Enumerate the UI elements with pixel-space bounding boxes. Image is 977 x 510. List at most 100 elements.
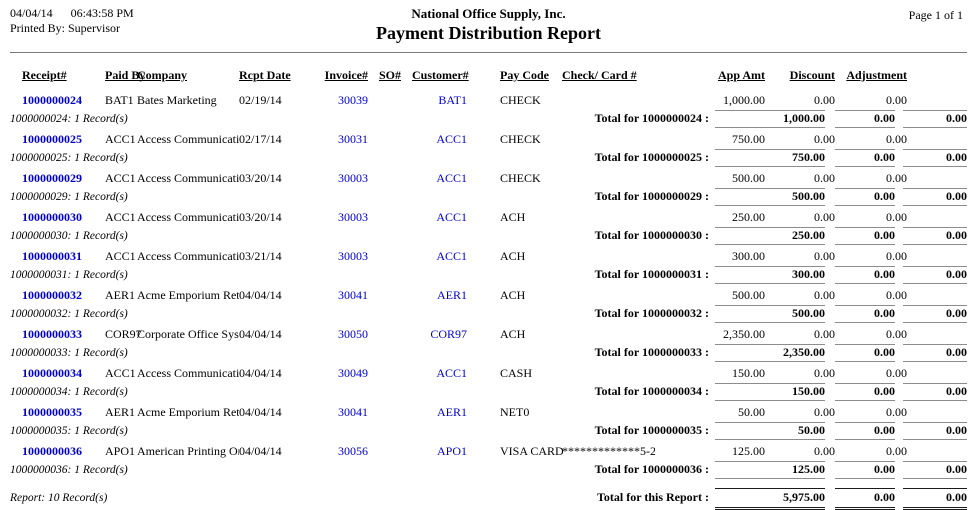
adjustment-cell: 0.00: [886, 405, 907, 419]
customer-number-link[interactable]: ACC1: [436, 249, 467, 263]
adjustment-cell: 0.00: [886, 288, 907, 302]
receipt-total-label: Total for 1000000030 :: [594, 228, 709, 242]
invoice-number-link[interactable]: 30031: [338, 132, 368, 146]
total-adjustment-cell: 0.00: [903, 188, 967, 206]
receipt-group: 1000000032 AER1 Acme Emporium Retail 04/…: [10, 288, 967, 323]
pay-code-cell: ACH: [500, 249, 526, 263]
receipt-total-row: 1000000030: 1 Record(s) Total for 100000…: [10, 227, 967, 245]
receipt-total-label: Total for 1000000034 :: [594, 384, 709, 398]
customer-number-link[interactable]: ACC1: [436, 366, 467, 380]
paid-by-cell: COR97: [105, 327, 142, 341]
invoice-number-link[interactable]: 30039: [338, 93, 368, 107]
company-cell: Acme Emporium Retail: [137, 288, 239, 302]
adjustment-cell: 0.00: [886, 327, 907, 341]
adjustment-cell: 0.00: [886, 93, 907, 107]
total-adjustment-cell: 0.00: [903, 266, 967, 284]
paid-by-cell: AER1: [105, 405, 135, 419]
receipt-number-link[interactable]: 1000000036: [22, 444, 82, 458]
company-cell: Corporate Office Systems: [137, 327, 239, 341]
rcpt-date-cell: 04/04/14: [239, 366, 282, 380]
paid-by-cell: ACC1: [105, 171, 136, 185]
total-adjustment-cell: 0.00: [903, 461, 967, 479]
customer-number-link[interactable]: AER1: [437, 405, 467, 419]
receipt-group: 1000000024 BAT1 Bates Marketing 02/19/14…: [10, 93, 967, 128]
rcpt-date-cell: 02/17/14: [239, 132, 282, 146]
rcpt-date-cell: 03/20/14: [239, 210, 282, 224]
print-datetime: 04/04/14 06:43:58 PM: [10, 6, 134, 21]
col-receipt: Receipt#: [22, 68, 67, 82]
col-so: SO#: [378, 68, 401, 82]
receipt-detail-row: 1000000024 BAT1 Bates Marketing 02/19/14…: [10, 93, 967, 108]
company-cell: Access Communications: [137, 249, 239, 263]
receipt-total-row: 1000000032: 1 Record(s) Total for 100000…: [10, 305, 967, 323]
invoice-number-link[interactable]: 30003: [338, 171, 368, 185]
report-total-app-amt: 5,975.00: [715, 488, 825, 510]
receipt-number-link[interactable]: 1000000034: [22, 366, 82, 380]
company-cell: Access Communications: [137, 366, 239, 380]
paid-by-cell: ACC1: [105, 132, 136, 146]
invoice-number-link[interactable]: 30041: [338, 405, 368, 419]
discount-cell: 0.00: [814, 132, 835, 146]
invoice-number-link[interactable]: 30056: [338, 444, 368, 458]
customer-number-link[interactable]: AER1: [437, 288, 467, 302]
receipt-group: 1000000033 COR97 Corporate Office System…: [10, 327, 967, 362]
receipt-number-link[interactable]: 1000000033: [22, 327, 82, 341]
receipt-number-link[interactable]: 1000000024: [22, 93, 82, 107]
receipt-number-link[interactable]: 1000000029: [22, 171, 82, 185]
total-adjustment-cell: 0.00: [903, 422, 967, 440]
invoice-number-link[interactable]: 30041: [338, 288, 368, 302]
col-rcpt-date: Rcpt Date: [239, 68, 291, 82]
printed-by: Printed By: Supervisor: [10, 21, 120, 35]
discount-cell: 0.00: [814, 405, 835, 419]
receipt-number-link[interactable]: 1000000031: [22, 249, 82, 263]
invoice-number-link[interactable]: 30050: [338, 327, 368, 341]
total-app-amt-cell: 500.00: [715, 188, 825, 206]
rcpt-date-cell: 04/04/14: [239, 288, 282, 302]
company-cell: Access Communications: [137, 210, 239, 224]
receipt-number-link[interactable]: 1000000032: [22, 288, 82, 302]
record-count-label: 1000000033: 1 Record(s): [10, 347, 128, 359]
pay-code-cell: CHECK: [500, 132, 541, 146]
invoice-number-link[interactable]: 30049: [338, 366, 368, 380]
total-app-amt-cell: 750.00: [715, 149, 825, 167]
record-count-label: 1000000024: 1 Record(s): [10, 113, 128, 125]
receipt-total-row: 1000000034: 1 Record(s) Total for 100000…: [10, 383, 967, 401]
discount-cell: 0.00: [814, 171, 835, 185]
receipt-total-label: Total for 1000000033 :: [594, 345, 709, 359]
total-discount-cell: 0.00: [835, 110, 895, 128]
total-discount-cell: 0.00: [835, 422, 895, 440]
receipt-number-link[interactable]: 1000000025: [22, 132, 82, 146]
total-discount-cell: 0.00: [835, 383, 895, 401]
discount-cell: 0.00: [814, 210, 835, 224]
receipt-group: 1000000035 AER1 Acme Emporium Retail 04/…: [10, 405, 967, 440]
adjustment-cell: 0.00: [886, 444, 907, 458]
pay-code-cell: CHECK: [500, 93, 541, 107]
record-count-label: 1000000029: 1 Record(s): [10, 191, 128, 203]
customer-number-link[interactable]: ACC1: [436, 132, 467, 146]
total-discount-cell: 0.00: [835, 188, 895, 206]
total-app-amt-cell: 2,350.00: [715, 344, 825, 362]
invoice-number-link[interactable]: 30003: [338, 249, 368, 263]
pay-code-cell: ACH: [500, 327, 526, 341]
col-paid-by: Paid By: [105, 68, 146, 82]
receipt-total-label: Total for 1000000036 :: [594, 462, 709, 476]
pay-code-cell: CHECK: [500, 171, 541, 185]
total-app-amt-cell: 300.00: [715, 266, 825, 284]
customer-number-link[interactable]: BAT1: [438, 93, 467, 107]
col-customer: Customer#: [412, 68, 469, 82]
adjustment-cell: 0.00: [886, 249, 907, 263]
receipt-total-label: Total for 1000000035 :: [594, 423, 709, 437]
customer-number-link[interactable]: ACC1: [436, 210, 467, 224]
total-adjustment-cell: 0.00: [903, 149, 967, 167]
total-app-amt-cell: 150.00: [715, 383, 825, 401]
customer-number-link[interactable]: COR97: [430, 327, 467, 341]
receipt-detail-row: 1000000036 APO1 American Printing Orga 0…: [10, 444, 967, 459]
customer-number-link[interactable]: APO1: [436, 444, 467, 458]
receipt-number-link[interactable]: 1000000030: [22, 210, 82, 224]
invoice-number-link[interactable]: 30003: [338, 210, 368, 224]
receipt-total-label: Total for 1000000031 :: [594, 267, 709, 281]
record-count-label: 1000000034: 1 Record(s): [10, 386, 128, 398]
receipt-number-link[interactable]: 1000000035: [22, 405, 82, 419]
customer-number-link[interactable]: ACC1: [436, 171, 467, 185]
receipt-total-row: 1000000033: 1 Record(s) Total for 100000…: [10, 344, 967, 362]
